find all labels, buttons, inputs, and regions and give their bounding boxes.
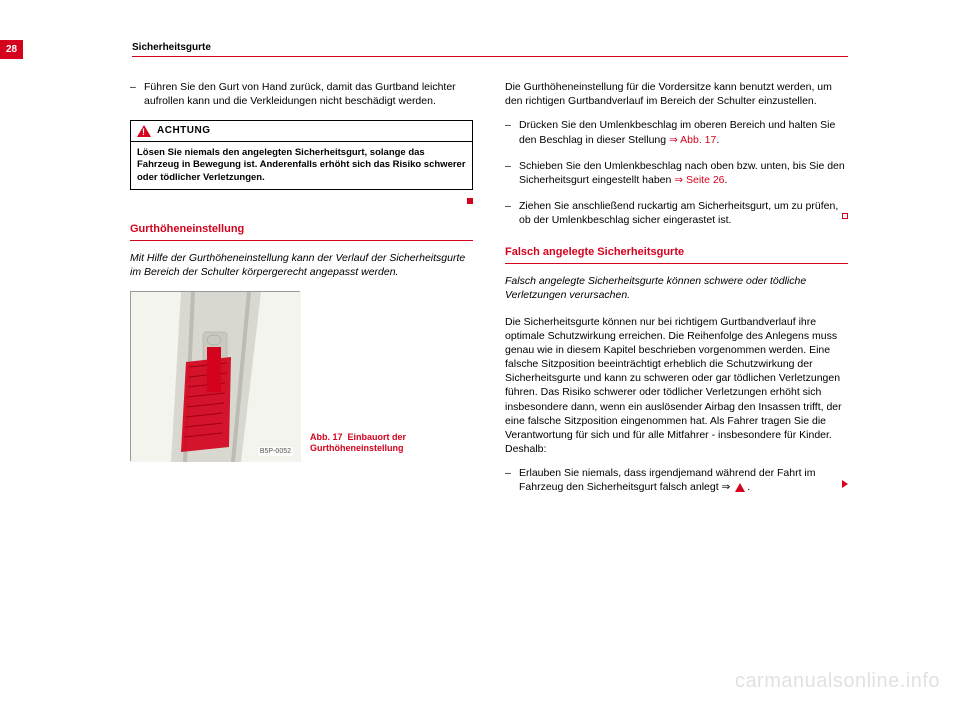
bullet-dash: – bbox=[130, 80, 144, 108]
header-rule bbox=[132, 56, 848, 57]
header-title: Sicherheitsgurte bbox=[132, 42, 211, 53]
bullet-dash: – bbox=[505, 118, 519, 146]
bullet-item: – Ziehen Sie anschließend ruckartig am S… bbox=[505, 199, 848, 227]
ref-link: ⇒ Seite 26 bbox=[674, 174, 724, 186]
warning-triangle-icon bbox=[735, 483, 745, 492]
bullet-text-part: Ziehen Sie anschließend ruckartig am Sic… bbox=[519, 200, 838, 226]
section-rule bbox=[130, 240, 473, 241]
page-number: 28 bbox=[6, 44, 17, 55]
figure-code-label: B5P-0052 bbox=[258, 447, 293, 456]
bullet-text: Führen Sie den Gurt von Hand zurück, dam… bbox=[144, 80, 473, 108]
belt-height-svg bbox=[131, 292, 301, 462]
warning-box: ACHTUNG Lösen Sie niemals den angelegten… bbox=[130, 120, 473, 190]
bullet-text-part: Erlauben Sie niemals, dass irgendjemand … bbox=[519, 467, 816, 493]
section-intro: Mit Hilfe der Gurthöheneinstellung kann … bbox=[130, 251, 473, 279]
bullet-text: Ziehen Sie anschließend ruckartig am Sic… bbox=[519, 199, 848, 227]
bullet-dash: – bbox=[505, 466, 519, 494]
bullet-text: Schieben Sie den Umlenkbeschlag nach obe… bbox=[519, 159, 848, 187]
section-heading: Gurthöheneinstellung bbox=[130, 222, 473, 237]
paragraph: Die Gurthöheneinstellung für die Vorders… bbox=[505, 80, 848, 108]
bullet-text: Erlauben Sie niemals, dass irgendjemand … bbox=[519, 466, 848, 494]
bullet-dash: – bbox=[505, 199, 519, 227]
bullet-item: – Erlauben Sie niemals, dass irgendjeman… bbox=[505, 466, 848, 494]
bullet-dash: – bbox=[505, 159, 519, 187]
figure-caption-number: Abb. 17 bbox=[310, 432, 343, 442]
continue-arrow-icon bbox=[842, 480, 848, 488]
figure-wrapper: B5P-0052 Abb. 17 Einbauort der Gurthöhen… bbox=[130, 291, 473, 461]
section-heading: Falsch angelegte Sicherheitsgurte bbox=[505, 245, 848, 260]
watermark: carmanualsonline.info bbox=[735, 670, 940, 693]
ref-link: ⇒ Abb. 17 bbox=[669, 134, 716, 146]
warning-header: ACHTUNG bbox=[131, 121, 472, 142]
bullet-text: Drücken Sie den Umlenkbeschlag im oberen… bbox=[519, 118, 848, 146]
section-intro: Falsch angelegte Sicherheitsgurte können… bbox=[505, 274, 848, 302]
content-columns: – Führen Sie den Gurt von Hand zurück, d… bbox=[130, 80, 848, 507]
warning-body: Lösen Sie niemals den angelegten Sicherh… bbox=[131, 142, 472, 189]
figure-image: B5P-0052 bbox=[130, 291, 300, 461]
warning-title: ACHTUNG bbox=[157, 124, 211, 138]
paragraph: Die Sicherheitsgurte können nur bei rich… bbox=[505, 315, 848, 457]
figure-caption: Abb. 17 Einbauort der Gurthöheneinstellu… bbox=[310, 432, 473, 461]
bullet-item: – Drücken Sie den Umlenkbeschlag im ober… bbox=[505, 118, 848, 146]
section-end-marker bbox=[467, 198, 473, 204]
warning-triangle-icon bbox=[137, 125, 151, 137]
bullet-item: – Führen Sie den Gurt von Hand zurück, d… bbox=[130, 80, 473, 108]
page-number-tab: 28 bbox=[0, 40, 23, 59]
left-column: – Führen Sie den Gurt von Hand zurück, d… bbox=[130, 80, 473, 507]
section-rule bbox=[505, 263, 848, 264]
right-column: Die Gurthöheneinstellung für die Vorders… bbox=[505, 80, 848, 507]
section-end-marker bbox=[842, 213, 848, 219]
bullet-text-part: . bbox=[747, 481, 750, 493]
bullet-item: – Schieben Sie den Umlenkbeschlag nach o… bbox=[505, 159, 848, 187]
